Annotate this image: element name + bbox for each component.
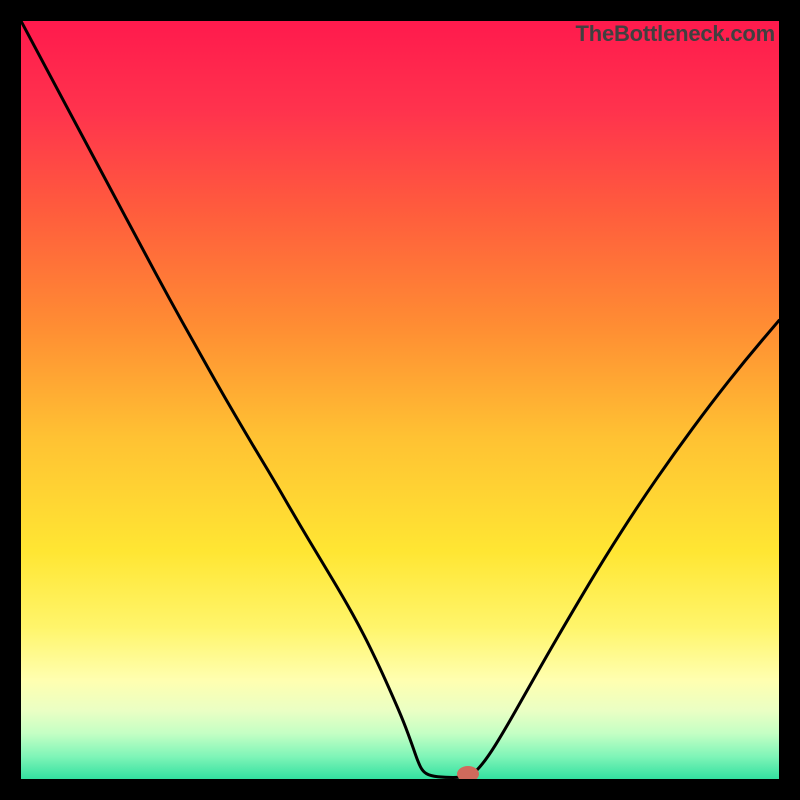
- bottleneck-curve: [21, 21, 779, 779]
- watermark-label: TheBottleneck.com: [575, 21, 775, 47]
- optimal-point-marker: [457, 766, 479, 779]
- chart-frame: TheBottleneck.com: [0, 0, 800, 800]
- plot-area: TheBottleneck.com: [21, 21, 779, 779]
